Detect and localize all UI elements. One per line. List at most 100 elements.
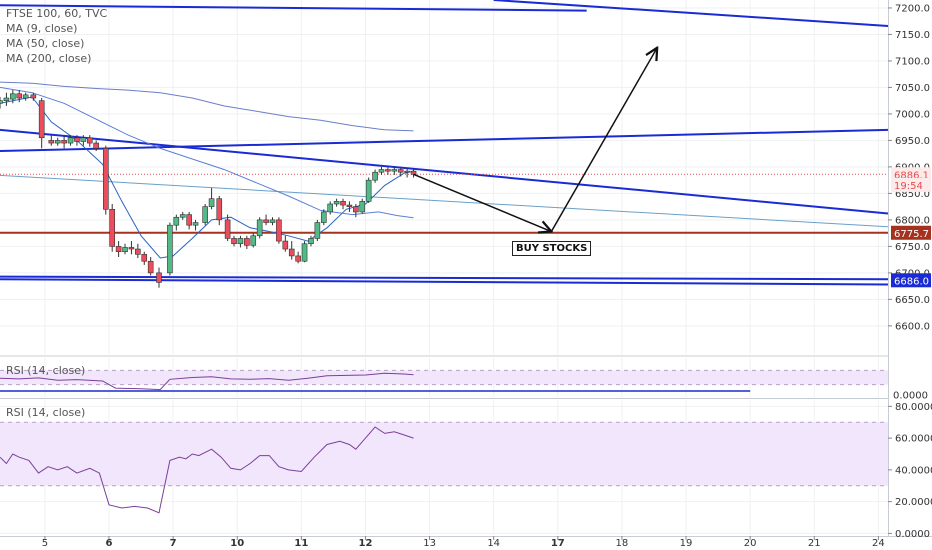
candle-body <box>263 219 269 223</box>
candle-body <box>346 204 353 207</box>
candle-body <box>359 201 366 213</box>
price-tick-label: 6600.0 <box>895 321 930 332</box>
candle-body <box>122 247 128 252</box>
candle-body <box>378 169 385 173</box>
candle-body <box>372 171 378 181</box>
time-tick-label: 5 <box>42 538 48 549</box>
candle-body <box>179 214 186 218</box>
candle-body <box>61 140 67 144</box>
price-tick-label: 6750.0 <box>895 242 930 253</box>
time-tick-label: 21 <box>808 538 821 549</box>
time-tick-label: 24 <box>872 538 885 549</box>
rsi-band <box>0 370 888 385</box>
candle-body <box>224 219 231 239</box>
candle-body <box>250 235 257 246</box>
candle-body <box>115 246 122 252</box>
trend-line <box>493 0 889 27</box>
candle-body <box>141 254 148 262</box>
candle-body <box>216 198 223 221</box>
candle-body <box>208 198 215 207</box>
price-tick-label: 6800.0 <box>895 215 930 226</box>
ma50-legend: MA (50, close) <box>6 37 85 50</box>
candle-body <box>282 240 289 250</box>
moving-average-line <box>0 96 414 259</box>
candle-body <box>256 219 263 237</box>
candle-body <box>16 93 23 99</box>
time-tick-label: 19 <box>680 538 693 549</box>
price-label-bg <box>891 273 931 288</box>
candle-body <box>202 206 208 223</box>
time-tick-label: 20 <box>744 538 757 549</box>
candle-body <box>301 243 308 262</box>
time-tick-label: 7 <box>170 538 177 549</box>
candle-body <box>269 219 276 223</box>
candle-body <box>365 179 372 202</box>
price-label-bg <box>891 225 931 240</box>
price-tick-label: 7100.0 <box>895 56 930 67</box>
chart-title: FTSE 100, 60, TVC <box>6 7 108 20</box>
rsi-pane-1-title: RSI (14, close) <box>6 364 86 377</box>
rsi-tick-label: 80.0000 <box>895 402 932 413</box>
candle-body <box>10 93 16 100</box>
candle-body <box>74 137 80 142</box>
trend-line <box>0 174 889 228</box>
rsi-line <box>0 426 414 514</box>
rsi-pane-2-title: RSI (14, close) <box>6 406 86 419</box>
time-tick-label: 12 <box>358 538 372 549</box>
candle-body <box>80 137 87 142</box>
candle-body <box>54 140 61 144</box>
trend-line <box>0 275 889 281</box>
candle-body <box>167 224 173 274</box>
candle-body <box>48 140 55 144</box>
rsi-line <box>0 372 414 391</box>
candle-body <box>320 211 327 223</box>
candle-body <box>404 170 410 173</box>
moving-average-line <box>0 86 414 219</box>
rsi-tick-label: 0.0000 <box>895 529 930 540</box>
time-tick-label: 11 <box>294 538 308 549</box>
candle-body <box>0 100 3 104</box>
rsi-tick-label: 20.0000 <box>895 497 932 508</box>
candle-body <box>327 203 333 213</box>
projection-arrow <box>413 173 552 231</box>
candle-body <box>67 137 74 144</box>
candle-body <box>288 248 295 257</box>
time-tick-label: 17 <box>551 538 565 549</box>
time-tick-label: 14 <box>487 538 500 549</box>
candle-body <box>397 169 404 173</box>
candle-body <box>410 170 417 175</box>
time-tick-label: 6 <box>106 538 113 549</box>
candle-body <box>156 272 162 283</box>
price-label: 6775.7 <box>894 229 929 240</box>
candle-body <box>102 148 109 210</box>
time-tick-label: 18 <box>616 538 629 549</box>
price-tick-label: 7050.0 <box>895 83 930 94</box>
projection-arrow <box>550 48 657 232</box>
candle-body <box>128 247 135 250</box>
candle-body <box>93 142 99 149</box>
candle-body <box>186 214 192 226</box>
price-label-bg <box>891 177 931 192</box>
candle-body <box>135 248 141 255</box>
candle-body <box>147 260 154 274</box>
moving-average-line <box>0 81 414 132</box>
candle-body <box>30 94 37 99</box>
candle-body <box>244 238 250 246</box>
price-tick-label: 6850.0 <box>895 189 930 200</box>
candle-body <box>295 255 301 262</box>
buy-stocks-label: BUY STOCKS <box>512 241 592 256</box>
candle-body <box>173 216 180 226</box>
price-tick-label: 6650.0 <box>895 295 930 306</box>
time-tick-label: 13 <box>423 538 436 549</box>
price-label-bg <box>891 167 931 182</box>
candle-body <box>276 219 282 242</box>
candle-body <box>237 238 244 245</box>
price-label: 6886.1 <box>894 170 929 181</box>
candle-body <box>308 238 314 245</box>
price-tick-label: 7150.0 <box>895 30 930 41</box>
candle-body <box>314 222 321 239</box>
candle-body <box>3 97 10 101</box>
price-label: 19:54 <box>894 181 923 192</box>
candle-body <box>340 201 346 206</box>
